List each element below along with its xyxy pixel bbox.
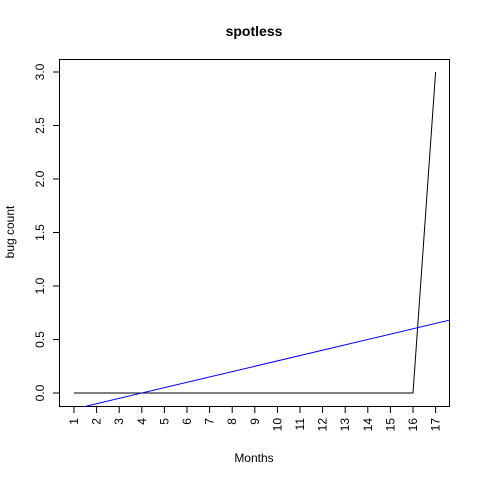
y-tick-label: 3.0 — [33, 63, 47, 80]
x-tick-label: 9 — [248, 418, 262, 425]
plot-frame — [59, 59, 450, 407]
x-tick-label: 3 — [112, 418, 126, 425]
y-tick-label: 0.0 — [33, 384, 47, 401]
y-tick-label: 2.5 — [33, 117, 47, 134]
data-series-line — [74, 71, 437, 394]
x-tick-label: 12 — [316, 418, 330, 432]
y-axis-label: bug count — [3, 205, 17, 258]
x-axis: 1 2 3 4 5 6 7 8 9 10 11 12 13 14 15 16 17 — [67, 406, 443, 431]
x-tick-label: 17 — [429, 418, 443, 432]
x-tick-label: 5 — [157, 418, 171, 425]
x-tick-label: 11 — [293, 418, 307, 431]
x-tick-label: 6 — [180, 418, 194, 425]
x-tick-label: 2 — [90, 418, 104, 425]
x-tick-label: 7 — [203, 418, 217, 425]
x-tick-label: 1 — [67, 418, 81, 425]
y-tick-label: 2.0 — [33, 170, 47, 187]
trend-line — [80, 319, 450, 407]
y-axis: 0.0 0.5 1.0 1.5 2.0 2.5 3.0 — [33, 63, 60, 401]
y-tick-label: 0.5 — [33, 331, 47, 348]
x-tick-label: 10 — [270, 418, 284, 432]
x-tick-label: 15 — [383, 418, 397, 432]
plot-area — [74, 71, 450, 407]
x-tick-label: 16 — [406, 418, 420, 432]
chart-title: spotless — [226, 23, 283, 39]
x-tick-label: 13 — [338, 418, 352, 432]
y-tick-label: 1.0 — [33, 277, 47, 294]
x-tick-label: 14 — [361, 418, 375, 432]
x-tick-label: 8 — [225, 418, 239, 425]
x-tick-label: 4 — [135, 418, 149, 425]
x-axis-label: Months — [234, 451, 273, 465]
y-tick-label: 1.5 — [33, 224, 47, 241]
